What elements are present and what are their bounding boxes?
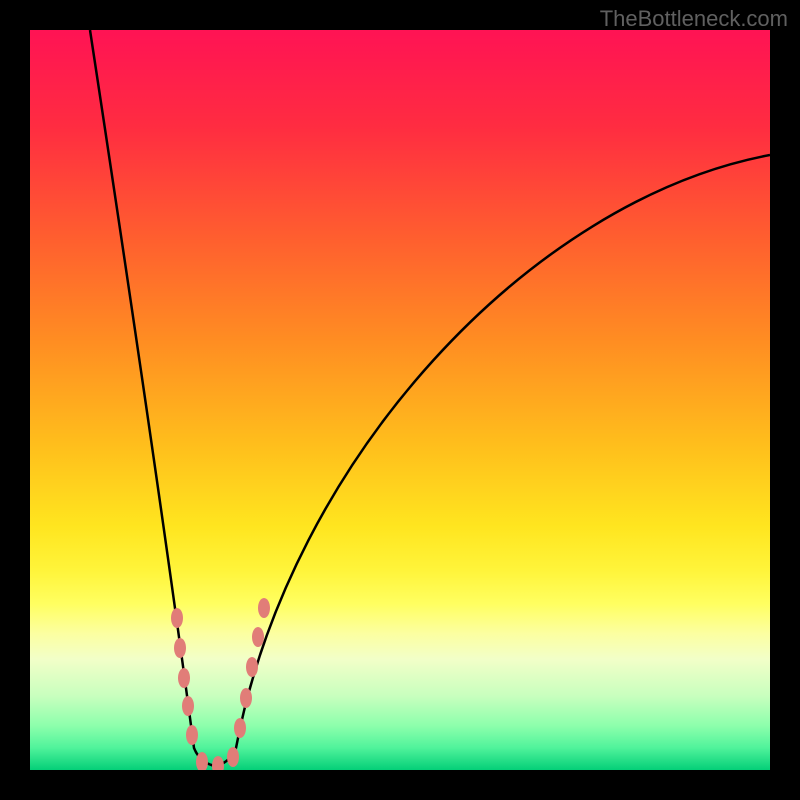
data-marker [171,608,183,628]
data-marker [182,696,194,716]
data-markers [171,598,270,770]
curve-layer [30,30,770,770]
data-marker [252,627,264,647]
data-marker [212,756,224,770]
chart-area [30,30,770,770]
data-marker [234,718,246,738]
bottleneck-curve [90,30,770,766]
data-marker [227,747,239,767]
data-marker [186,725,198,745]
data-marker [258,598,270,618]
watermark-text: TheBottleneck.com [600,6,788,32]
data-marker [246,657,258,677]
data-marker [240,688,252,708]
data-marker [178,668,190,688]
data-marker [174,638,186,658]
